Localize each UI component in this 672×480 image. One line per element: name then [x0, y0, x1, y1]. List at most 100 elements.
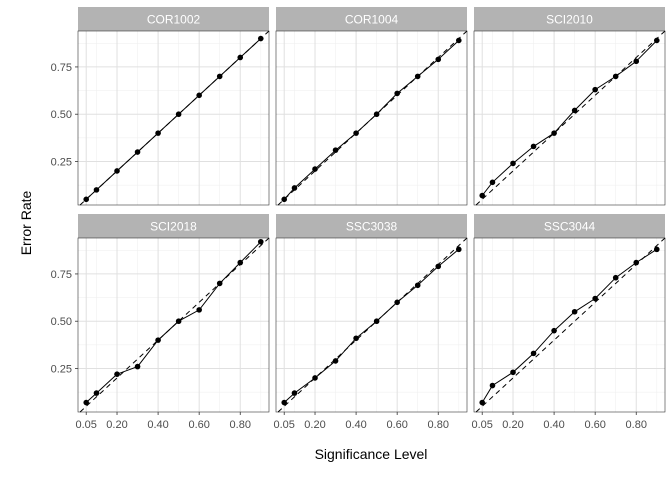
y-tick-label: 0.25 [51, 364, 72, 376]
facet-strip [78, 214, 269, 238]
panel-cor1004: COR1004 [275, 7, 468, 206]
panel-border [275, 237, 468, 413]
data-point [479, 192, 486, 199]
data-point [633, 259, 640, 266]
data-point [435, 263, 442, 270]
facet-strip-label: SCI2010 [546, 13, 593, 27]
data-point [414, 73, 421, 80]
data-point [571, 107, 578, 114]
data-point [134, 363, 141, 370]
data-point [332, 358, 339, 364]
data-point [196, 307, 202, 313]
facet-strip [474, 214, 665, 238]
data-point [479, 399, 486, 406]
data-point [394, 90, 400, 97]
data-point [291, 185, 298, 191]
panel-border [77, 237, 270, 413]
data-point [592, 86, 598, 93]
data-point [134, 149, 141, 155]
y-tick-label: 0.75 [51, 62, 72, 74]
data-point [489, 382, 496, 389]
data-point [312, 166, 318, 172]
data-point [83, 399, 90, 406]
panel-cor1002: COR1002 0.25 0.50 0.75 [51, 7, 270, 206]
data-point [93, 187, 100, 193]
data-point [373, 111, 380, 118]
x-tick-label: 0.20 [106, 419, 127, 431]
x-tick-label: 0.80 [230, 419, 251, 431]
data-point [175, 318, 182, 325]
x-tick-label: 0.20 [502, 419, 523, 431]
panels-layer: COR1002 0.25 0.50 0.75 COR1004 SCI2010 SCI2018… [51, 7, 666, 431]
data-point [353, 335, 359, 342]
facet-strip-label: COR1002 [147, 13, 201, 27]
data-point [237, 259, 244, 266]
panel-border [77, 30, 270, 206]
data-point [530, 350, 537, 357]
data-point [551, 130, 557, 136]
panel-sci2010: SCI2010 [473, 7, 666, 206]
series-line [481, 40, 658, 196]
facet-strip [78, 7, 269, 31]
series-line [481, 248, 658, 403]
x-tick-label: 0.05 [472, 419, 493, 431]
data-point [455, 246, 462, 253]
data-point [83, 196, 90, 203]
y-tick-label: 0.75 [51, 269, 72, 281]
panel-sci2018: SCI2018 0.25 0.50 0.75 0.05 0.20 0.40 0.60 0.80 [51, 214, 270, 431]
panel-background [78, 238, 269, 412]
data-point [551, 327, 557, 334]
x-tick-label: 0.40 [345, 419, 366, 431]
data-point [155, 130, 161, 136]
y-tick-label: 0.50 [51, 109, 72, 121]
data-point [257, 238, 264, 245]
data-point [281, 196, 288, 203]
facet-strip-label: SCI2018 [150, 220, 197, 234]
data-point [653, 37, 660, 44]
x-tick-label: 0.40 [147, 419, 168, 431]
data-point [291, 390, 298, 396]
facet-strip [276, 7, 467, 31]
facet-strip [276, 214, 467, 238]
data-point [530, 143, 537, 150]
data-point [281, 399, 288, 406]
facet-strip [474, 7, 665, 31]
data-point [455, 37, 462, 44]
data-point [114, 371, 120, 377]
x-tick-label: 0.40 [543, 419, 564, 431]
x-tick-label: 0.80 [428, 419, 449, 431]
x-tick-label: 0.60 [188, 419, 209, 431]
data-point [155, 337, 161, 343]
data-point [237, 54, 244, 61]
y-tick-label: 0.50 [51, 316, 72, 328]
data-point [489, 179, 496, 186]
data-point [435, 56, 442, 63]
x-tick-label: 0.60 [584, 419, 605, 431]
data-point [612, 73, 619, 80]
series-line [283, 248, 460, 403]
y-axis-title: Error Rate [18, 191, 34, 256]
x-tick-label: 0.05 [274, 419, 295, 431]
data-point [114, 168, 120, 174]
facet-strip-label: SSC3044 [544, 220, 596, 234]
x-tick-label: 0.60 [386, 419, 407, 431]
data-point [510, 160, 516, 167]
reference-line [475, 237, 666, 413]
panel-border [275, 30, 468, 206]
panel-background [474, 31, 665, 205]
series-line [85, 38, 262, 200]
data-point [571, 308, 578, 315]
data-point [196, 92, 202, 99]
data-point [373, 318, 380, 325]
data-point [175, 111, 182, 118]
data-point [414, 282, 421, 289]
data-point [353, 130, 359, 136]
panel-ssc3044: SSC3044 0.05 0.20 0.40 0.60 0.80 [472, 214, 666, 431]
data-point [216, 280, 223, 287]
data-point [332, 147, 339, 153]
data-point [510, 369, 516, 376]
data-point [312, 375, 318, 381]
data-point [257, 35, 264, 42]
x-tick-label: 0.80 [626, 419, 647, 431]
